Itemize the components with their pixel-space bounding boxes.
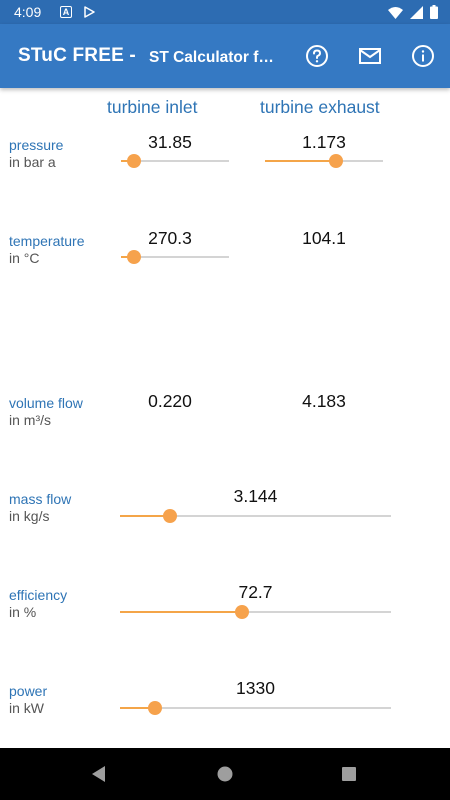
battery-icon	[430, 5, 438, 24]
temperature-unit: in °C	[9, 250, 40, 266]
volume-flow-inlet-value: 0.220	[148, 391, 192, 411]
power-label: power	[9, 683, 48, 699]
volume-flow-label: volume flow	[9, 395, 83, 411]
efficiency-unit: in %	[9, 604, 37, 620]
pressure-label: pressure	[9, 137, 64, 153]
efficiency-value: 72.7	[238, 582, 273, 602]
notification-a-icon: A	[60, 6, 72, 18]
info-button[interactable]	[410, 43, 436, 69]
mail-button[interactable]	[357, 43, 383, 69]
home-button[interactable]	[215, 764, 235, 784]
pressure-unit: in bar a	[9, 154, 56, 170]
mass-flow-unit: in kg/s	[9, 508, 50, 524]
pressure-exhaust-value: 1.173	[302, 132, 346, 152]
temperature-exhaust-value: 104.1	[302, 228, 346, 248]
slider-track	[121, 160, 229, 162]
slider-thumb[interactable]	[328, 154, 343, 168]
status-bar: 4:09 A	[0, 0, 450, 24]
power-value: 1330	[236, 678, 275, 698]
recent-apps-icon	[342, 767, 356, 781]
slider-fill	[265, 160, 336, 162]
slider-fill	[120, 515, 171, 517]
app-bar: STuC FREE - ST Calculator for...	[0, 24, 450, 88]
efficiency-slider[interactable]	[120, 602, 391, 622]
pressure-inlet-value: 31.85	[148, 132, 192, 152]
volume-flow-exhaust-value: 4.183	[302, 391, 346, 411]
efficiency-label: efficiency	[9, 587, 68, 603]
temperature-inlet-value: 270.3	[148, 228, 192, 248]
slider-thumb[interactable]	[148, 701, 163, 715]
column-header-turbine-exhaust: turbine exhaust	[260, 97, 380, 117]
slider-track	[120, 611, 391, 613]
slider-track	[120, 707, 391, 709]
help-button[interactable]	[304, 43, 330, 69]
app-title: STuC FREE -	[18, 45, 136, 66]
recent-apps-button[interactable]	[339, 764, 359, 784]
volume-flow-unit: in m³/s	[9, 412, 51, 428]
slider-thumb[interactable]	[163, 509, 178, 523]
cell-signal-icon	[410, 5, 423, 24]
slider-thumb[interactable]	[126, 250, 141, 264]
back-button[interactable]	[89, 764, 109, 784]
power-slider[interactable]	[120, 698, 391, 718]
status-time: 4:09	[14, 4, 42, 20]
temperature-inlet-slider[interactable]	[121, 247, 229, 267]
slider-fill	[120, 707, 156, 709]
mass-flow-label: mass flow	[9, 491, 72, 507]
slider-thumb[interactable]	[234, 605, 249, 619]
mass-flow-value: 3.144	[233, 486, 278, 506]
wifi-icon	[388, 6, 403, 24]
play-store-icon	[83, 6, 95, 18]
status-icons	[388, 5, 438, 24]
pressure-exhaust-slider[interactable]	[265, 151, 383, 171]
home-icon	[217, 766, 233, 782]
navigation-bar	[0, 748, 450, 800]
mass-flow-slider[interactable]	[120, 506, 391, 526]
info-icon	[412, 45, 434, 67]
slider-thumb[interactable]	[126, 154, 141, 168]
column-header-turbine-inlet: turbine inlet	[107, 97, 198, 117]
help-icon	[306, 45, 328, 67]
pressure-inlet-slider[interactable]	[121, 151, 229, 171]
back-icon	[92, 766, 105, 782]
temperature-label: temperature	[9, 233, 85, 249]
slider-track	[120, 515, 391, 517]
app-subtitle: ST Calculator for...	[149, 49, 274, 66]
slider-fill	[120, 611, 242, 613]
mail-icon	[359, 48, 381, 64]
slider-track	[121, 256, 229, 258]
power-unit: in kW	[9, 700, 44, 716]
